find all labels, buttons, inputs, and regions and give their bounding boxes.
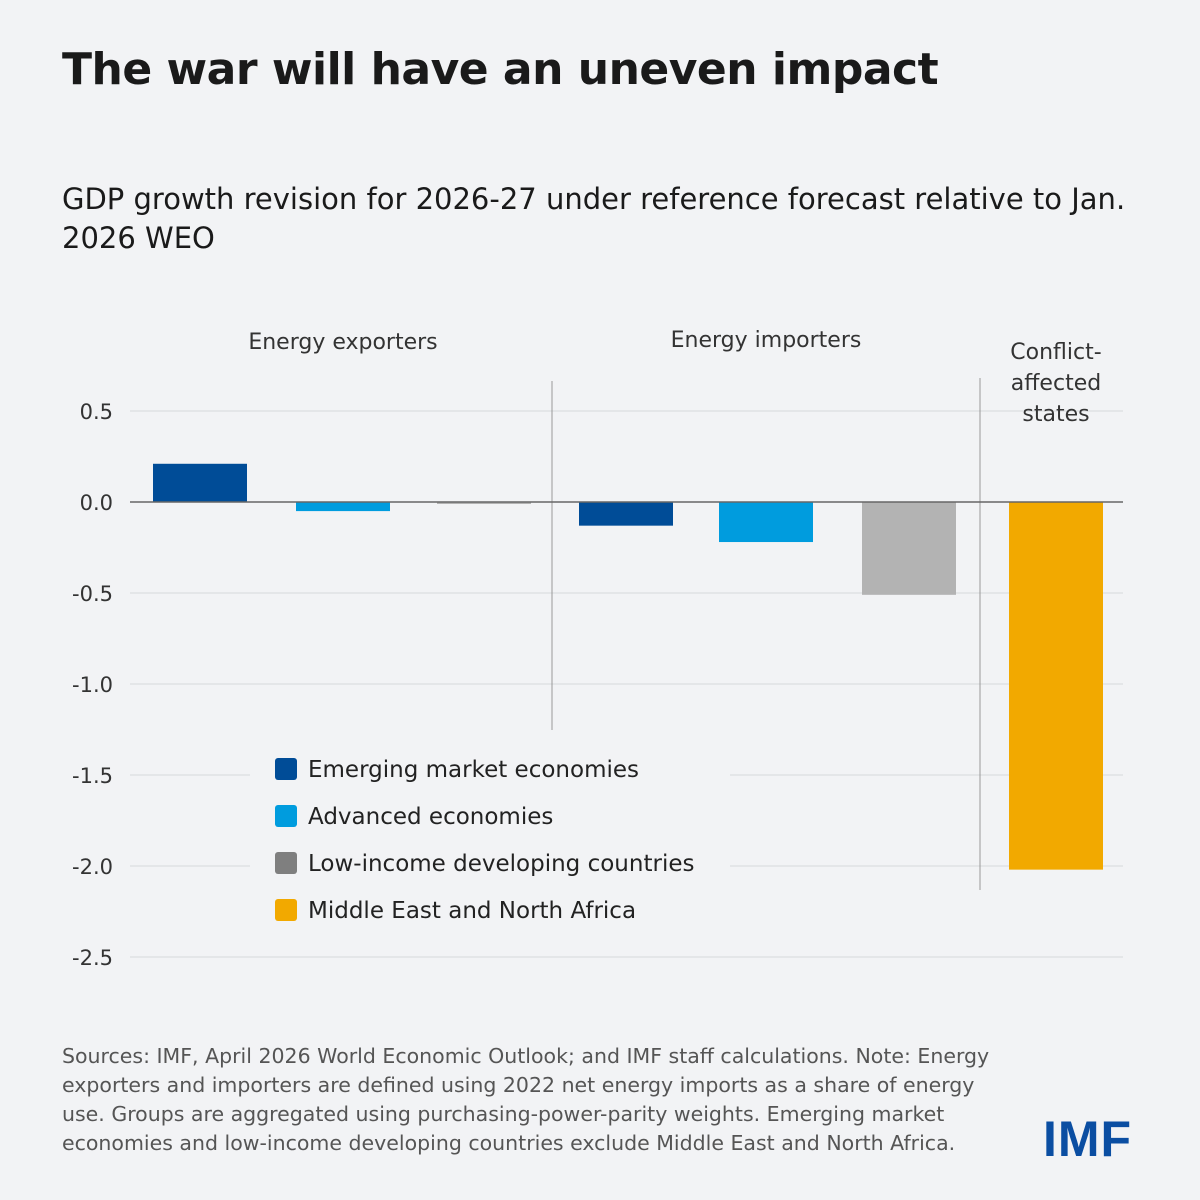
bar: [1009, 502, 1103, 870]
legend-swatch: [275, 852, 297, 874]
legend-label: Emerging market economies: [308, 757, 639, 783]
legend-swatch: [275, 805, 297, 827]
y-tick-label: 0.5: [80, 400, 113, 424]
group-label: affected: [1011, 371, 1101, 396]
chart-subtitle: GDP growth revision for 2026-27 under re…: [62, 182, 1126, 255]
legend-label: Low-income developing countries: [308, 851, 694, 877]
chart-title: The war will have an uneven impact: [62, 44, 939, 95]
group-label: Energy exporters: [248, 330, 437, 355]
group-label: states: [1022, 402, 1089, 427]
bar: [437, 502, 531, 504]
y-tick-label: -0.5: [72, 582, 113, 606]
legend-label: Advanced economies: [308, 804, 553, 830]
bar: [296, 502, 390, 512]
bar-chart: 0.5 0.0 -0.5 -1.0 -1.5 -2.0 -2.5 Energy exporte…: [72, 328, 1123, 970]
y-tick-label: -1.0: [72, 673, 113, 697]
imf-logo: IMF: [1043, 1111, 1133, 1167]
y-tick-label: -2.5: [72, 946, 113, 970]
y-tick-label: -1.5: [72, 764, 113, 788]
group-label: Energy importers: [671, 328, 862, 353]
legend-label: Middle East and North Africa: [308, 898, 636, 924]
group-label: Conflict-: [1010, 340, 1101, 365]
bar: [862, 502, 956, 595]
legend-background: [250, 748, 730, 928]
bar: [579, 502, 673, 526]
y-tick-label: -2.0: [72, 855, 113, 879]
legend-swatch: [275, 758, 297, 780]
legend-swatch: [275, 899, 297, 921]
y-tick-label: 0.0: [80, 491, 113, 515]
bar: [719, 502, 813, 543]
bar: [153, 463, 247, 502]
source-note: Sources: IMF, April 2026 World Economic …: [62, 1044, 990, 1155]
